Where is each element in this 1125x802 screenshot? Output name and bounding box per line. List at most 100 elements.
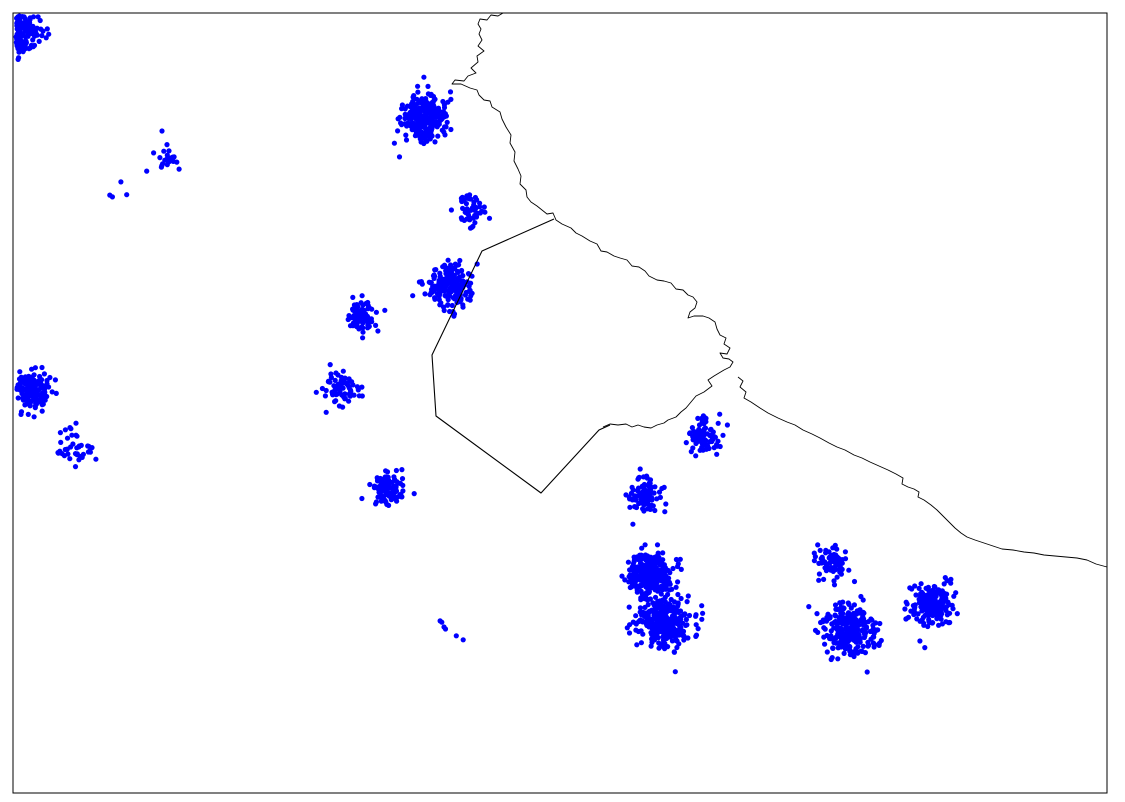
point-cluster-5 [448, 192, 493, 231]
data-point [378, 498, 384, 504]
data-point [641, 481, 648, 488]
point-cluster-3 [107, 179, 130, 200]
data-point [373, 322, 379, 328]
data-point [386, 502, 392, 508]
data-point [642, 567, 648, 573]
data-point [835, 656, 841, 662]
data-point [347, 392, 353, 398]
data-point [631, 558, 637, 565]
data-point [434, 124, 440, 130]
data-point [638, 595, 644, 601]
data-point [680, 628, 687, 635]
data-point [659, 485, 665, 492]
data-point [31, 377, 37, 383]
data-point [636, 618, 642, 625]
data-point [905, 614, 912, 620]
data-point [118, 179, 124, 185]
data-point [373, 309, 379, 315]
data-point [432, 139, 438, 145]
data-point [674, 621, 680, 627]
data-point [39, 33, 45, 39]
data-point [871, 634, 877, 640]
data-point [842, 618, 848, 624]
data-point [662, 565, 669, 571]
data-point [926, 618, 932, 624]
data-point [399, 467, 405, 473]
data-point [404, 123, 410, 129]
data-point [917, 638, 923, 644]
data-point [413, 131, 419, 137]
data-point [706, 445, 712, 452]
data-point [857, 637, 863, 643]
data-point [830, 545, 836, 551]
data-point [72, 451, 79, 457]
data-point [42, 397, 48, 403]
data-point [662, 509, 668, 515]
data-point [463, 201, 469, 207]
data-point [666, 633, 672, 639]
data-point [23, 40, 29, 47]
data-point [858, 593, 864, 600]
data-point [876, 640, 883, 647]
data-point [700, 447, 706, 453]
data-point [845, 639, 851, 645]
data-point [378, 487, 384, 493]
data-point [673, 636, 679, 642]
data-point [672, 669, 678, 675]
data-point [683, 440, 689, 446]
data-point [853, 617, 859, 623]
data-point [328, 374, 334, 381]
data-point [831, 582, 838, 588]
data-point [166, 148, 172, 154]
data-point [626, 604, 632, 610]
data-point [632, 566, 638, 572]
data-point [811, 558, 818, 564]
data-point [33, 394, 39, 400]
data-point [700, 610, 706, 616]
data-point [662, 616, 668, 622]
data-point [652, 594, 659, 600]
data-point [481, 204, 487, 210]
data-point [647, 596, 654, 602]
point-cluster-1 [13, 13, 52, 63]
data-point [938, 601, 944, 608]
data-point [41, 390, 47, 396]
data-point [816, 577, 822, 583]
point-cluster-17 [624, 583, 706, 675]
data-point [15, 395, 21, 401]
data-point [637, 556, 643, 562]
data-point [24, 387, 30, 393]
data-point [22, 15, 28, 22]
data-point [638, 640, 645, 646]
point-cluster-9 [14, 364, 59, 420]
data-point [378, 493, 384, 499]
data-point [919, 617, 925, 623]
data-point [323, 387, 329, 394]
data-point [861, 634, 868, 641]
data-point [837, 567, 843, 573]
data-point [13, 34, 19, 40]
data-point [25, 411, 31, 417]
region-boundary [431, 218, 611, 494]
data-point [675, 561, 681, 567]
data-point [474, 197, 480, 203]
data-point [647, 624, 653, 630]
data-point [902, 606, 908, 612]
data-point [724, 422, 731, 428]
data-point [637, 490, 643, 496]
data-point [693, 453, 699, 459]
data-point [76, 443, 82, 449]
data-point [15, 56, 21, 63]
data-point [350, 307, 356, 313]
data-point [656, 640, 662, 646]
data-point [14, 386, 20, 392]
data-point [38, 26, 44, 32]
data-point [30, 14, 37, 20]
data-point [395, 128, 401, 134]
data-point [845, 633, 852, 639]
data-point [458, 215, 464, 221]
data-point [338, 374, 345, 380]
data-point [633, 613, 639, 619]
data-point [386, 483, 392, 489]
